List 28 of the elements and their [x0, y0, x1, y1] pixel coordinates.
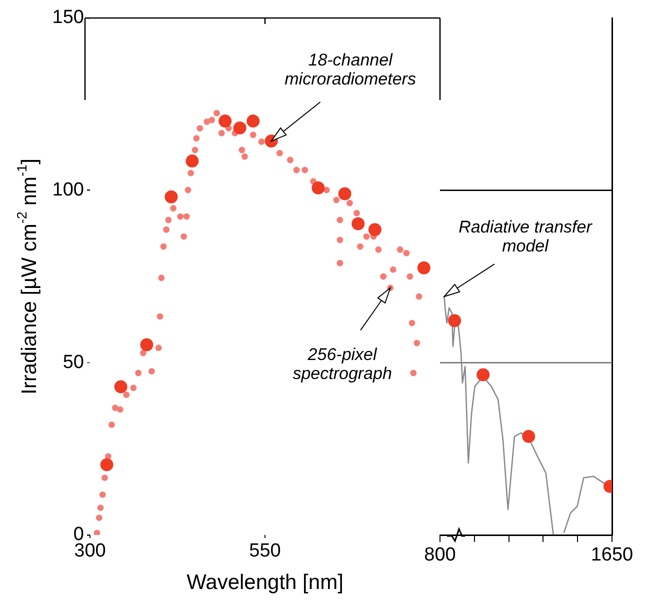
- point: [164, 190, 178, 204]
- x-axis-title: Wavelength [nm]: [186, 571, 344, 594]
- x-tick-label: 1650: [590, 544, 634, 566]
- point: [114, 380, 128, 394]
- y-axis-title: Irradiance [µW cm-2 nm-1]: [14, 158, 41, 394]
- annotation: Radiative transfer model: [458, 218, 594, 256]
- point: [522, 430, 536, 443]
- point: [448, 314, 462, 328]
- x-tick-label: 800: [424, 544, 456, 566]
- point: [368, 223, 382, 236]
- annotation: 256-pixel spectrograph: [292, 345, 392, 384]
- point: [233, 121, 246, 134]
- point: [246, 114, 260, 128]
- x-tick-label: 550: [249, 540, 281, 562]
- y-tick-label: 50: [62, 352, 84, 373]
- point: [352, 217, 365, 230]
- point: [100, 458, 114, 472]
- point: [476, 368, 490, 382]
- y-tick-label: 150: [52, 7, 84, 28]
- point: [312, 181, 325, 194]
- point: [218, 114, 232, 128]
- point: [140, 338, 154, 352]
- point: [417, 261, 430, 274]
- annotation: 18-channel microradiometers: [284, 50, 416, 88]
- point: [338, 187, 352, 200]
- y-tick-label: 100: [52, 180, 84, 201]
- point: [186, 154, 199, 168]
- x-tick-label: 300: [74, 540, 106, 562]
